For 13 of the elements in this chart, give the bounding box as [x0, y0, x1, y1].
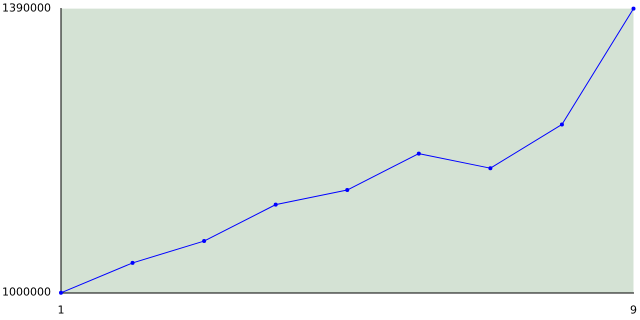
point [416, 152, 421, 156]
x-tick-label: 1 [57, 303, 64, 316]
point [560, 122, 564, 126]
point [274, 202, 278, 207]
point [632, 6, 636, 11]
y-tick-label: 1000000 [2, 286, 51, 299]
point [130, 260, 135, 265]
y-tick-label: 1390000 [2, 1, 51, 14]
point [488, 166, 492, 170]
x-tick-label: 9 [630, 303, 637, 316]
point [202, 239, 206, 244]
point [345, 188, 350, 192]
point [58, 290, 63, 295]
